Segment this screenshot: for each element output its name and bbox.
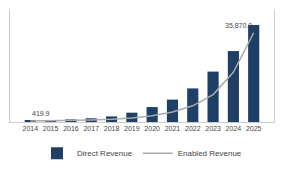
svg-text:2016: 2016 bbox=[63, 125, 79, 132]
svg-text:2018: 2018 bbox=[104, 125, 120, 132]
svg-text:2017: 2017 bbox=[83, 125, 99, 132]
svg-text:419.9: 419.9 bbox=[32, 110, 50, 117]
svg-text:Enabled Revenue: Enabled Revenue bbox=[178, 149, 242, 158]
svg-text:2015: 2015 bbox=[43, 125, 59, 132]
svg-text:2022: 2022 bbox=[185, 125, 201, 132]
svg-text:35,870.0: 35,870.0 bbox=[225, 22, 252, 29]
svg-text:2023: 2023 bbox=[205, 125, 221, 132]
svg-text:2020: 2020 bbox=[144, 125, 160, 132]
svg-text:2024: 2024 bbox=[226, 125, 242, 132]
svg-text:2025: 2025 bbox=[246, 125, 262, 132]
svg-text:2021: 2021 bbox=[165, 125, 181, 132]
svg-text:2019: 2019 bbox=[124, 125, 140, 132]
svg-text:2014: 2014 bbox=[23, 125, 39, 132]
svg-text:Direct Revenue: Direct Revenue bbox=[77, 149, 133, 158]
